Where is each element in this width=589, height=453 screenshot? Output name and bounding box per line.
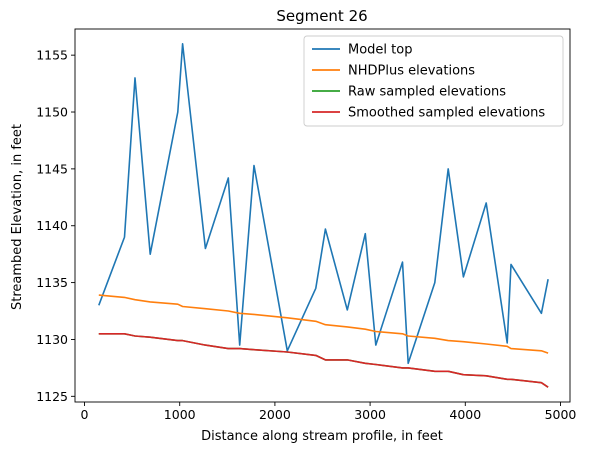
x-tick-label: 0	[81, 407, 89, 422]
y-axis-label: Streambed Elevation, in feet	[10, 124, 25, 310]
series-line-1	[98, 294, 549, 354]
legend-label-2: Raw sampled elevations	[348, 85, 506, 100]
y-tick-label: 1150	[36, 105, 68, 120]
y-tick-label: 1145	[36, 161, 68, 176]
legend: Model top NHDPlus elevations Raw sampled e…	[303, 35, 564, 127]
chart-title: Segment 26	[276, 7, 367, 25]
x-tick-label: 5000	[545, 407, 577, 422]
series-line-0	[98, 42, 549, 365]
y-tick-label: 1125	[36, 389, 68, 404]
x-tick-label: 1000	[164, 407, 196, 422]
axes-frame	[74, 28, 571, 403]
x-axis-label: Distance along stream profile, in feet	[201, 429, 443, 444]
y-tick-label: 1130	[36, 332, 68, 347]
legend-label-3: Smoothed sampled elevations	[348, 106, 545, 121]
y-tick-label: 1135	[36, 275, 68, 290]
x-tick-label: 3000	[354, 407, 386, 422]
x-tick-label: 4000	[449, 407, 481, 422]
x-tick-label: 2000	[259, 407, 291, 422]
y-tick-label: 1140	[36, 218, 68, 233]
y-tick-label: 1155	[36, 48, 68, 63]
legend-label-0: Model top	[348, 43, 412, 58]
plot-area: 0 1000 2000 3000 4000 5000 1125 1130 1135 1140 114…	[36, 28, 577, 422]
legend-box	[303, 35, 564, 127]
legend-label-1: NHDPlus elevations	[348, 64, 475, 79]
series-line-3	[98, 332, 549, 388]
